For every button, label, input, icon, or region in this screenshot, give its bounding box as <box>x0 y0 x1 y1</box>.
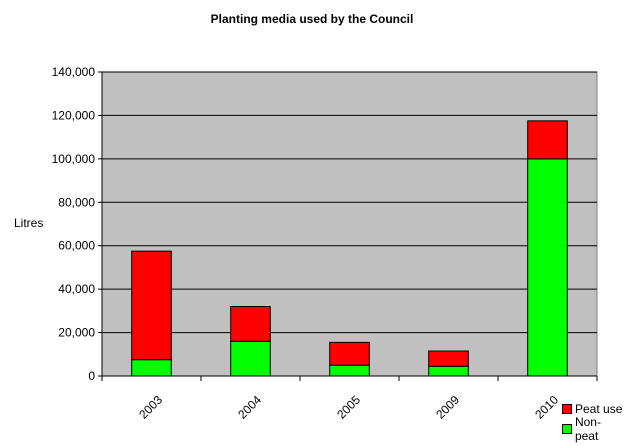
y-tick-label: 60,000 <box>58 239 95 253</box>
legend-swatch-peat <box>562 404 572 414</box>
bar-peat-use <box>230 306 271 342</box>
bar-non-peat <box>527 158 568 377</box>
y-tick-label: 0 <box>88 369 95 383</box>
x-tick-label: 2009 <box>433 393 462 422</box>
y-tick-label: 120,000 <box>52 108 96 122</box>
y-axis-label: Litres <box>14 216 44 230</box>
plot-background <box>101 71 598 377</box>
x-tick-label: 2003 <box>136 393 165 422</box>
bar-non-peat <box>329 364 370 377</box>
x-tick-label: 2010 <box>532 393 561 422</box>
x-tick-label: 2005 <box>334 393 363 422</box>
x-tick-label: 2004 <box>235 393 264 422</box>
bar-peat-use <box>428 350 469 367</box>
y-tick-label: 20,000 <box>58 326 95 340</box>
y-tick-label: 80,000 <box>58 195 95 209</box>
bar-non-peat <box>230 340 271 377</box>
y-tick-label: 100,000 <box>52 152 96 166</box>
legend-label-non-peat: Non-peat <box>574 415 601 443</box>
legend-swatch-non-peat <box>562 424 572 434</box>
y-tick-label: 40,000 <box>58 282 95 296</box>
bar-non-peat <box>131 359 172 377</box>
legend-item-non-peat: Non-peat <box>562 415 624 443</box>
bar-non-peat <box>428 365 469 377</box>
y-tick-label: 140,000 <box>52 65 96 79</box>
legend-label-peat: Peat use <box>575 402 623 416</box>
legend: Peat use Non-peat <box>562 402 624 443</box>
chart-title: Planting media used by the Council <box>210 12 414 26</box>
bar-peat-use <box>527 120 568 160</box>
bar-peat-use <box>329 341 370 366</box>
bar-peat-use <box>131 250 172 361</box>
legend-item-peat: Peat use <box>562 402 624 416</box>
